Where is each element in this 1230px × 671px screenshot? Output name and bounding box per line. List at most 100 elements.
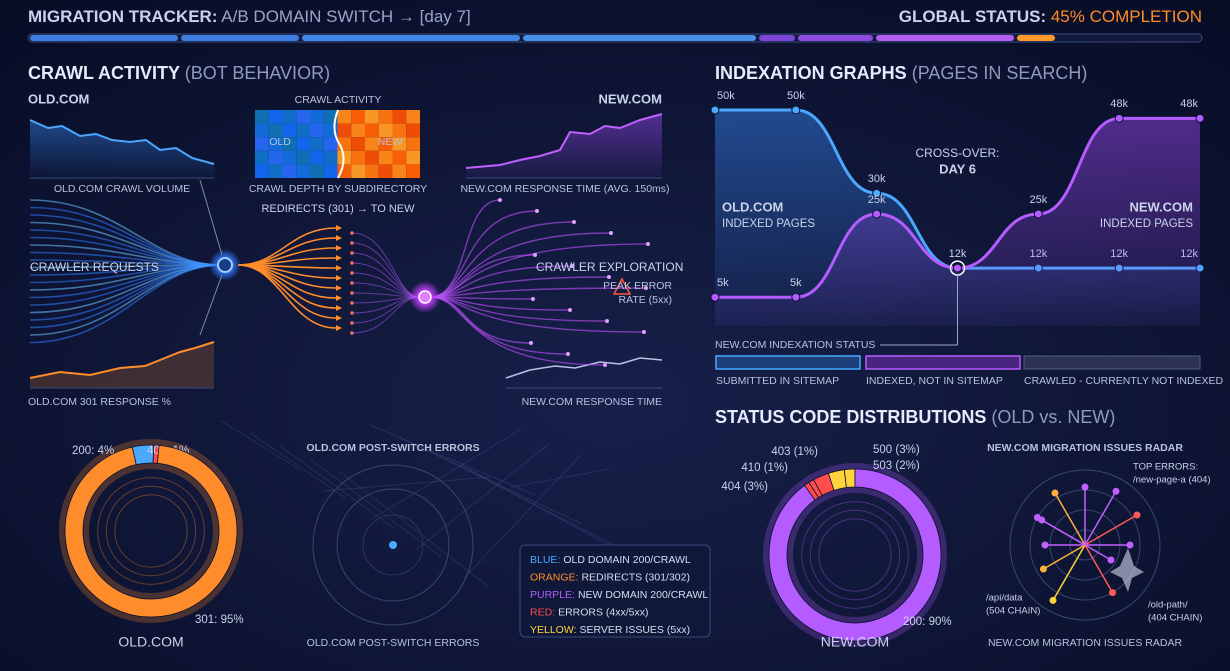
heat-cell [392, 164, 407, 178]
header-subtitle: A/B DOMAIN SWITCH → [day 7] [221, 7, 470, 26]
radar-caption: NEW.COM MIGRATION ISSUES RADAR [988, 637, 1182, 649]
heat-cell [365, 137, 379, 151]
crawler-requests: CRAWLER REQUESTS [30, 260, 159, 274]
section-title: CRAWL ACTIVITY (BOT BEHAVIOR) [28, 63, 330, 83]
data-label: 404 (3%) [721, 481, 768, 493]
network-line [416, 442, 551, 550]
heat-cell [282, 110, 297, 124]
data-label: 403 (1%) [771, 446, 818, 458]
series-name: NEW.COM [1129, 199, 1193, 214]
heat-divider [333, 109, 345, 179]
crawl-flows [29, 179, 677, 587]
crawl-title: CRAWL ACTIVITY [28, 63, 180, 83]
data-label: 503 (2%) [873, 460, 920, 472]
radar-label: /old-path/ [1148, 600, 1188, 611]
heat-cell [406, 137, 420, 151]
radar-spoke [1084, 544, 1114, 594]
arrow-head [336, 275, 342, 281]
heat-cell [337, 123, 352, 138]
flow-line [429, 296, 606, 366]
donut-title: NEW.COM [821, 634, 889, 650]
data-label: 12k [949, 248, 967, 260]
dot [533, 253, 537, 257]
connector [199, 274, 223, 336]
data-point [1114, 113, 1124, 123]
heatmap-old: OLD [269, 136, 291, 148]
heat-cell [296, 164, 310, 178]
heat-cell [365, 150, 379, 165]
section-title: INDEXATION GRAPHS (PAGES IN SEARCH) [715, 63, 1087, 83]
peak-error: PEAK ERROR [603, 280, 672, 292]
heat-cell [296, 123, 310, 138]
heat-cell [323, 150, 338, 165]
data-label: 30k [868, 173, 886, 185]
radar-glow [1110, 548, 1144, 592]
radar-spoke [1041, 519, 1086, 546]
network-line [369, 424, 536, 496]
heat-cell [378, 123, 393, 138]
donut-ring [801, 501, 909, 609]
legend-text: REDIRECTS (301/302) [581, 571, 690, 583]
data-label: 500 (3%) [873, 444, 920, 456]
heat-cell [337, 164, 352, 178]
heat-cell [255, 164, 269, 178]
radar-dot [1107, 556, 1115, 564]
arrow-head [336, 225, 342, 231]
arrow-head [336, 255, 342, 261]
heat-cell [268, 164, 283, 178]
data-label: 200: 4% [72, 445, 114, 457]
error-rings [312, 464, 474, 626]
heat-cell [282, 123, 297, 138]
old-domain: OLD.COM [28, 91, 89, 106]
heat-cell [378, 150, 393, 165]
series-name: OLD.COM [722, 199, 783, 214]
data-point [872, 209, 882, 219]
caption: OLD.COM 301 RESPONSE % [28, 396, 171, 408]
status-segment: INDEXED, NOT IN SITEMAP [866, 375, 1003, 387]
status-segment: SUBMITTED IN SITEMAP [716, 375, 839, 387]
progress-bar [27, 33, 1203, 43]
radar-dot [1112, 487, 1120, 495]
errors-caption: OLD.COM POST-SWITCH ERRORS [307, 637, 480, 649]
network-line [249, 432, 348, 500]
heat-cell [351, 137, 365, 151]
radar-label: (404 CHAIN) [1148, 613, 1202, 624]
data-point [791, 292, 801, 302]
network-line [463, 455, 581, 579]
arrow-head [336, 305, 342, 311]
radar-dot [1041, 541, 1049, 549]
heat-cell [406, 150, 420, 165]
series-sublabel: INDEXED PAGES [1100, 218, 1193, 230]
donut-slice [64, 444, 238, 618]
global-status: GLOBAL STATUS: 45% COMPLETION [899, 7, 1202, 26]
heat-cell [282, 164, 297, 178]
data-point [1033, 209, 1043, 219]
radar-spoke [1084, 490, 1117, 546]
indexation-title: INDEXATION GRAPHS [715, 63, 907, 83]
status-codes-note: (OLD vs. NEW) [991, 407, 1115, 427]
network-line [279, 445, 395, 529]
heat-cell [392, 110, 407, 124]
heat-cell [365, 123, 379, 138]
donut-slice [768, 468, 942, 642]
caption: OLD.COM CRAWL VOLUME [54, 183, 190, 195]
new-domain: NEW.COM [598, 91, 662, 106]
data-point [710, 105, 720, 115]
arrow-head [336, 245, 342, 251]
legend: BLUE: OLD DOMAIN 200/CRAWL ORANGE: REDIRECT… [530, 554, 708, 636]
arrow-head [336, 235, 342, 241]
node [418, 290, 432, 304]
heat-cell [406, 164, 420, 178]
dot [607, 275, 611, 279]
arrow-head [336, 265, 342, 271]
data-point [1195, 113, 1205, 123]
heat-cell [351, 123, 365, 138]
dot [644, 286, 648, 290]
radar-dot [1051, 489, 1059, 497]
heat-cell [310, 164, 324, 178]
donut: 200: 4%404: 1%301: 95%OLD.COM [59, 439, 244, 650]
flow-line [29, 264, 223, 344]
heatmap-title: CRAWL ACTIVITY [295, 94, 382, 106]
data-label: 25k [1029, 194, 1047, 206]
